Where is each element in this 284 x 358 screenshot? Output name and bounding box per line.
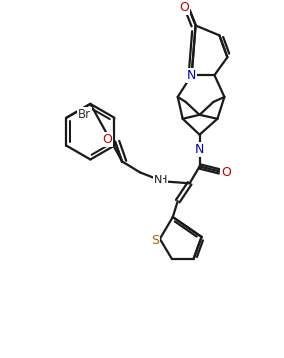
Text: S: S: [151, 234, 159, 247]
Text: O: O: [179, 1, 189, 14]
Text: N: N: [195, 143, 204, 156]
Text: H: H: [159, 175, 167, 185]
Text: O: O: [102, 133, 112, 146]
Text: N: N: [187, 69, 196, 82]
Text: N: N: [154, 175, 162, 185]
Text: Br: Br: [78, 108, 91, 121]
Text: O: O: [222, 166, 231, 179]
